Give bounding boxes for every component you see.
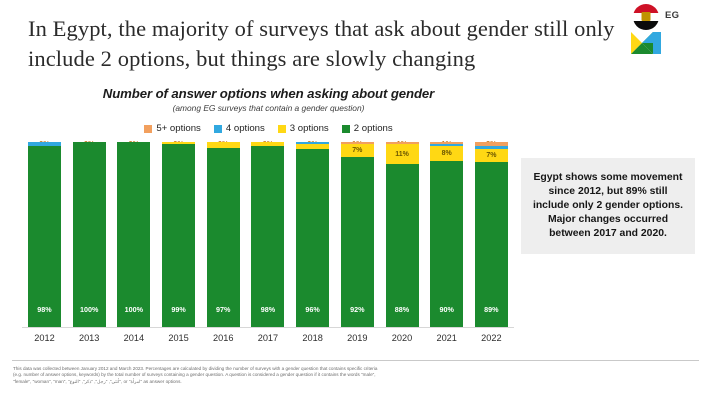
bar-column[interactable]: 0%98% [28,139,61,328]
x-axis-tick: 2020 [391,333,413,343]
bar-column[interactable]: 1%8%90% [430,139,464,328]
bar-segment-value: 88% [394,305,410,314]
brand-block: EG [625,4,697,60]
bar-column[interactable]: 2%7%89% [474,139,508,328]
legend-item-3[interactable]: 3 options [277,123,329,134]
bar-segment[interactable] [206,142,240,148]
bar-segment[interactable]: 97% [206,147,240,328]
bar-segment-value: 92% [350,305,365,314]
chart-container: Number of answer options when asking abo… [0,86,711,361]
bar-column[interactable]: 0%100% [72,139,106,328]
legend-label-3: 3 options [289,123,329,134]
legend-swatch-4 [213,124,222,133]
x-axis-tick: 2021 [436,333,457,343]
bar-segment-value: 8% [441,149,452,157]
bar-column[interactable]: 1%7%92% [340,139,374,328]
country-code-label: EG [665,10,680,21]
legend-item-5plus[interactable]: 5+ options [144,123,201,134]
legend-label-2: 2 options [353,123,393,134]
bar-segment[interactable]: 8% [430,145,464,161]
bar-segment-value: 7% [352,146,363,154]
x-axis-tick: 2014 [123,333,145,343]
bar-column[interactable]: 0%98% [251,139,285,328]
bar-column[interactable]: 0%100% [117,139,151,328]
chart-title: Number of answer options when asking abo… [102,86,435,101]
x-axis-labels: 2012 2013 2014 2015 2016 2017 2018 2019 2020 2021… [28,333,508,343]
bar-segment[interactable] [28,142,61,146]
legend-swatch-3 [277,124,286,133]
x-axis-tick: 2017 [257,333,279,343]
x-axis-tick: 2012 [34,333,55,343]
x-axis-tick: 2015 [168,333,189,343]
brand-logo-icon [631,32,661,54]
flag-stripe-black [633,21,659,30]
legend-swatch-5plus [144,124,153,133]
bar-segment[interactable]: 100% [117,142,151,328]
x-axis-line [22,327,514,328]
bar-segment[interactable]: 98% [28,145,61,328]
bar-column[interactable]: 1%11%88% [385,139,419,328]
legend-label-4: 4 options [225,123,265,134]
bar-segment-value: 90% [439,305,454,314]
chart-legend: 5+ options 4 options 3 options 2 options [20,123,517,134]
bar-segment[interactable] [296,143,330,150]
page-header: In Egypt, the majority of surveys that a… [0,0,711,82]
bar-segment-value: 100% [79,305,99,314]
bar-segment[interactable]: 92% [340,156,374,328]
flag-stripe-red [633,4,659,13]
bar-segment[interactable]: 90% [430,160,464,328]
bar-segment[interactable]: 98% [251,145,285,328]
bar-segment[interactable]: 7% [340,143,374,157]
bar-segment[interactable] [340,142,374,144]
bar-segment[interactable] [296,142,330,144]
bar-segment[interactable]: 88% [385,164,419,328]
legend-item-4[interactable]: 4 options [213,123,265,134]
bar-segment[interactable] [162,142,196,144]
footer-divider [12,360,699,361]
bar-segment-value: 89% [484,305,499,314]
egypt-flag-icon [633,4,659,30]
bar-segment[interactable]: 11% [385,143,419,165]
chart-plot-area: 0%98%0%100%0%100%0%99%0%97%0%98%0%96%1%7… [22,139,514,328]
bar-segment-value: 100% [124,305,144,314]
bar-segment[interactable]: 89% [474,162,508,328]
legend-item-2[interactable]: 2 options [341,123,393,134]
bar-column[interactable]: 0%99% [162,139,196,328]
bar-segment-value: 7% [486,152,497,160]
bar-segment-value: 99% [171,305,186,314]
insight-callout: Egypt shows some movement since 2012, bu… [521,158,695,254]
bar-segment[interactable] [430,143,464,146]
bar-segment[interactable]: 7% [474,149,508,163]
bar-segment[interactable]: 99% [162,143,196,328]
legend-swatch-2 [341,124,350,133]
bar-segment[interactable] [474,145,508,150]
bar-segment[interactable] [474,142,508,146]
bar-segment[interactable] [385,142,419,144]
bar-segment-value: 97% [216,305,231,314]
x-axis-tick: 2013 [78,333,100,343]
bar-segment[interactable]: 96% [296,149,330,328]
bar-segment-value: 98% [260,305,276,314]
bar-segment-value: 96% [305,305,320,314]
x-axis-tick: 2022 [481,333,502,343]
bar-segment-value: 11% [395,150,409,158]
bar-group: 0%98%0%100%0%100%0%99%0%97%0%98%0%96%1%7… [28,139,508,328]
flag-eagle-icon [641,12,651,21]
legend-label-5plus: 5+ options [156,123,201,134]
bar-segment[interactable]: 100% [72,142,106,328]
bar-column[interactable]: 0%96% [296,139,330,328]
bar-segment-value: 98% [37,305,52,314]
x-axis-tick: 2019 [347,333,368,343]
chart-subtitle: (among EG surveys that contain a gender … [172,103,365,113]
x-axis-tick: 2016 [213,333,234,343]
footnote-text: This data was collected between January … [13,366,378,384]
bar-segment[interactable] [430,142,464,144]
x-axis-tick: 2018 [302,333,323,343]
page-title: In Egypt, the majority of surveys that a… [28,16,615,71]
bar-column[interactable]: 0%97% [206,139,240,328]
bar-segment[interactable] [251,142,285,146]
